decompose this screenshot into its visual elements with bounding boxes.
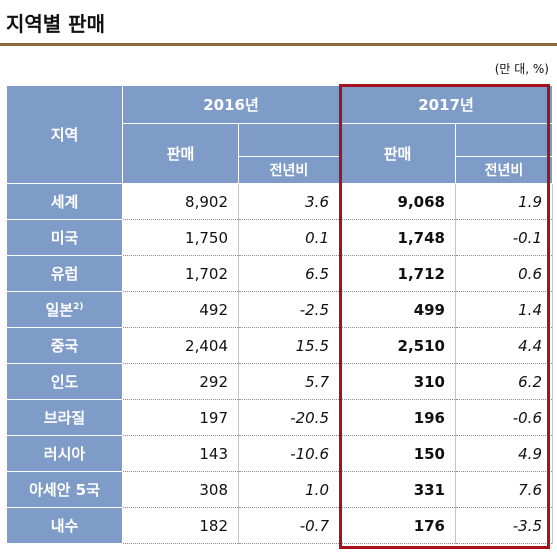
footnote-marker: 2) <box>73 302 84 312</box>
sales-2017-cell: 1,748 <box>339 219 456 256</box>
table-row: 일본2) 492 -2.5 499 1.4 <box>6 291 553 328</box>
page-title: 지역별 판매 <box>6 12 105 36</box>
yoy-2016-cell: 5.7 <box>238 363 340 400</box>
yoy-2017-cell: 4.9 <box>455 435 553 472</box>
sales-2016-cell: 1,750 <box>122 219 239 256</box>
sales-2017-cell: 176 <box>339 507 456 544</box>
sales-2016-cell: 1,702 <box>122 255 239 292</box>
table-row: 유럽 1,702 6.5 1,712 0.6 <box>6 255 553 292</box>
row-region-label: 미국 <box>6 219 123 256</box>
sales-2016-cell: 182 <box>122 507 239 544</box>
table-row: 러시아 143 -10.6 150 4.9 <box>6 435 553 472</box>
yoy-2017-cell: 6.2 <box>455 363 553 400</box>
sales-2017-cell: 196 <box>339 399 456 436</box>
sales-2017-cell: 1,712 <box>339 255 456 292</box>
title-divider <box>0 43 557 46</box>
sales-2016-cell: 143 <box>122 435 239 472</box>
header-year-2016: 2016년 <box>122 85 340 124</box>
yoy-2016-cell: -2.5 <box>238 291 340 328</box>
yoy-2017-cell: 0.6 <box>455 255 553 292</box>
table-row: 인도 292 5.7 310 6.2 <box>6 363 553 400</box>
sales-2016-cell: 197 <box>122 399 239 436</box>
header-blank-2017 <box>455 122 553 158</box>
row-region-label: 아세안 5국 <box>6 471 123 508</box>
sales-2016-cell: 2,404 <box>122 327 239 364</box>
yoy-2017-cell: -3.5 <box>455 507 553 544</box>
yoy-2016-cell: 3.6 <box>238 183 340 220</box>
header-sales-2016: 판매 <box>122 123 239 184</box>
sales-2017-cell: 310 <box>339 363 456 400</box>
sales-2017-cell: 2,510 <box>339 327 456 364</box>
row-region-label: 인도 <box>6 363 123 400</box>
row-region-label: 세계 <box>6 183 123 220</box>
yoy-2016-cell: 0.1 <box>238 219 340 256</box>
yoy-2017-cell: -0.1 <box>455 219 553 256</box>
yoy-2017-cell: 4.4 <box>455 327 553 364</box>
row-region-label: 브라질 <box>6 399 123 436</box>
yoy-2016-cell: -20.5 <box>238 399 340 436</box>
yoy-2016-cell: 6.5 <box>238 255 340 292</box>
row-region-label: 내수 <box>6 507 123 544</box>
header-sales-2017: 판매 <box>339 123 456 184</box>
sales-2016-cell: 292 <box>122 363 239 400</box>
sales-2017-cell: 331 <box>339 471 456 508</box>
unit-note: (만 대, %) <box>494 62 549 76</box>
table-row: 세계 8,902 3.6 9,068 1.9 <box>6 183 553 220</box>
sales-2017-cell: 150 <box>339 435 456 472</box>
row-region-label: 중국 <box>6 327 123 364</box>
yoy-2016-cell: -0.7 <box>238 507 340 544</box>
sales-2016-cell: 308 <box>122 471 239 508</box>
row-region-label: 러시아 <box>6 435 123 472</box>
table-row: 중국 2,404 15.5 2,510 4.4 <box>6 327 553 364</box>
sales-2016-cell: 8,902 <box>122 183 239 220</box>
yoy-2017-cell: 1.9 <box>455 183 553 220</box>
sales-2016-cell: 492 <box>122 291 239 328</box>
yoy-2017-cell: 7.6 <box>455 471 553 508</box>
regional-sales-table: 지역 2016년 2017년 판매 판매 전년비 전년비 세계 8,902 3.6 9… <box>6 85 553 544</box>
header-yoy-2016: 전년비 <box>238 156 340 184</box>
header-yoy-2017: 전년비 <box>455 156 553 184</box>
yoy-2017-cell: 1.4 <box>455 291 553 328</box>
row-region-label: 유럽 <box>6 255 123 292</box>
table-row: 브라질 197 -20.5 196 -0.6 <box>6 399 553 436</box>
yoy-2016-cell: 1.0 <box>238 471 340 508</box>
row-region-label: 일본2) <box>6 291 123 328</box>
table-row: 아세안 5국 308 1.0 331 7.6 <box>6 471 553 508</box>
sales-2017-cell: 9,068 <box>339 183 456 220</box>
table-row: 내수 182 -0.7 176 -3.5 <box>6 507 553 544</box>
sales-2017-cell: 499 <box>339 291 456 328</box>
header-region: 지역 <box>6 85 123 184</box>
yoy-2017-cell: -0.6 <box>455 399 553 436</box>
header-year-2017: 2017년 <box>339 85 553 124</box>
yoy-2016-cell: -10.6 <box>238 435 340 472</box>
table-row: 미국 1,750 0.1 1,748 -0.1 <box>6 219 553 256</box>
header-blank-2016 <box>238 122 340 158</box>
yoy-2016-cell: 15.5 <box>238 327 340 364</box>
